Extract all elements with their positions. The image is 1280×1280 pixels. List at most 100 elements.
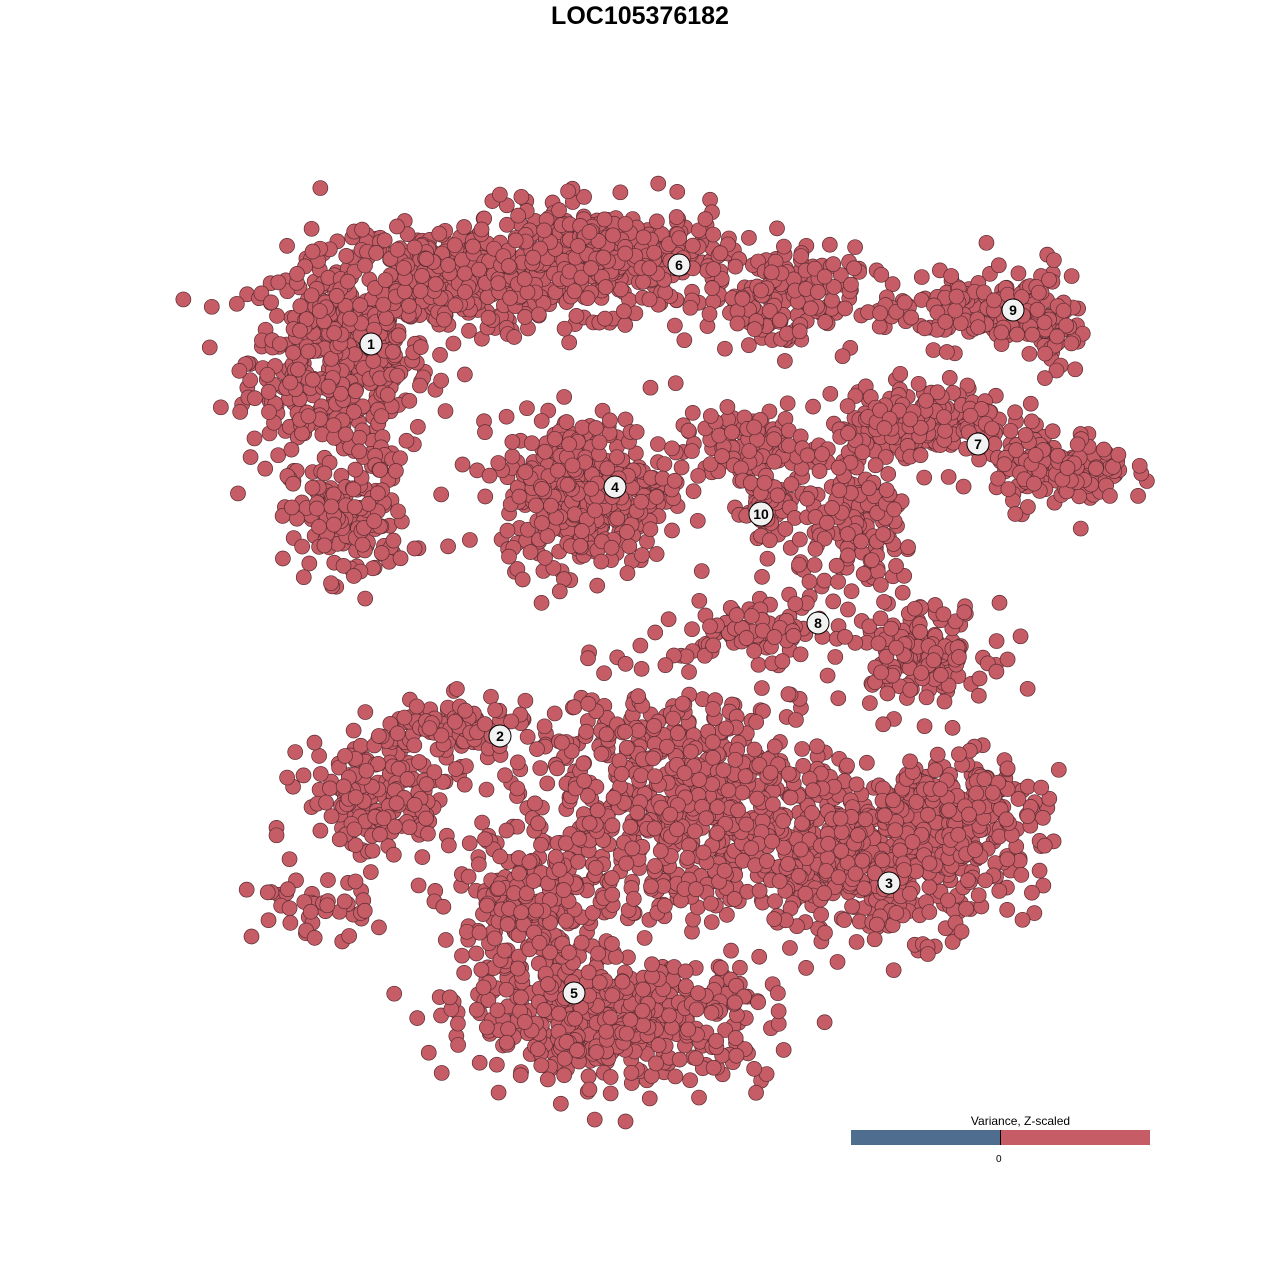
data-point <box>688 1001 705 1018</box>
data-point <box>617 245 634 262</box>
data-point <box>684 405 701 421</box>
data-point <box>668 209 685 225</box>
data-point <box>806 557 823 573</box>
data-point <box>907 600 923 617</box>
data-point <box>1021 345 1038 362</box>
data-point <box>292 322 308 339</box>
data-point <box>440 257 457 273</box>
data-point <box>477 424 493 440</box>
data-point <box>647 624 664 641</box>
data-point <box>346 568 362 584</box>
data-point <box>450 1037 466 1053</box>
data-point <box>468 945 485 962</box>
data-point <box>346 403 362 420</box>
data-point <box>1036 837 1053 854</box>
data-point <box>390 503 406 520</box>
data-point <box>988 633 1005 649</box>
data-point <box>693 563 710 579</box>
data-point <box>833 824 850 840</box>
data-point <box>960 872 976 889</box>
data-point <box>761 532 778 549</box>
data-point <box>243 928 260 945</box>
data-point <box>825 256 842 272</box>
data-point <box>921 855 938 872</box>
data-point <box>874 852 891 869</box>
data-point <box>1000 481 1017 497</box>
data-point <box>729 315 746 332</box>
data-point <box>617 1113 634 1130</box>
data-point <box>351 429 368 446</box>
data-point <box>504 448 521 465</box>
data-point <box>734 290 751 307</box>
data-point <box>802 300 819 317</box>
data-point <box>622 1012 639 1028</box>
data-point <box>311 518 327 535</box>
data-point <box>437 403 454 419</box>
data-point <box>257 460 274 477</box>
data-point <box>552 1095 569 1112</box>
data-point <box>279 769 295 786</box>
data-point <box>498 408 515 425</box>
data-point <box>1050 761 1067 778</box>
data-point <box>522 544 539 560</box>
data-point <box>302 903 319 920</box>
data-point <box>436 311 452 328</box>
data-point <box>714 448 730 464</box>
data-point <box>581 224 598 240</box>
data-point <box>456 219 472 235</box>
data-point <box>337 748 353 764</box>
data-point <box>750 994 767 1011</box>
data-point <box>477 488 494 505</box>
data-point <box>650 436 666 452</box>
data-point <box>603 539 620 556</box>
data-point <box>1017 427 1034 443</box>
data-point <box>275 550 291 567</box>
data-point <box>378 310 395 327</box>
data-point <box>412 377 428 394</box>
data-point <box>446 237 463 254</box>
data-point <box>961 806 977 823</box>
data-point <box>561 436 577 453</box>
data-point <box>713 960 729 976</box>
data-point <box>320 872 336 888</box>
data-point <box>814 446 830 462</box>
data-point <box>612 184 629 201</box>
data-point <box>432 347 448 363</box>
data-point <box>231 363 248 379</box>
data-point <box>732 959 748 976</box>
data-point <box>807 541 824 557</box>
data-point <box>770 1003 787 1020</box>
data-point <box>921 879 938 895</box>
data-point <box>1031 862 1048 879</box>
data-point <box>300 408 317 425</box>
data-point <box>650 175 667 192</box>
data-point <box>878 482 895 498</box>
data-point <box>392 550 409 567</box>
data-point <box>759 550 776 567</box>
data-point <box>481 467 498 484</box>
data-point <box>357 590 374 607</box>
data-point <box>456 776 473 793</box>
data-point <box>671 1051 688 1068</box>
data-point <box>797 885 814 902</box>
data-point <box>787 596 804 612</box>
data-point <box>319 897 336 914</box>
data-point <box>746 1061 762 1077</box>
data-point <box>437 932 454 948</box>
data-point <box>574 419 591 436</box>
data-point <box>1044 423 1061 440</box>
data-point <box>304 243 321 260</box>
data-point <box>939 344 955 360</box>
data-point <box>290 361 306 378</box>
data-point <box>242 449 259 465</box>
data-point <box>872 577 889 593</box>
data-point <box>708 1033 725 1049</box>
data-point <box>574 523 590 539</box>
data-point <box>489 1056 505 1073</box>
data-point <box>819 667 836 684</box>
data-point <box>921 904 938 920</box>
data-point <box>418 810 434 827</box>
data-point <box>270 274 287 291</box>
data-point <box>312 822 329 839</box>
data-point <box>489 1002 506 1019</box>
